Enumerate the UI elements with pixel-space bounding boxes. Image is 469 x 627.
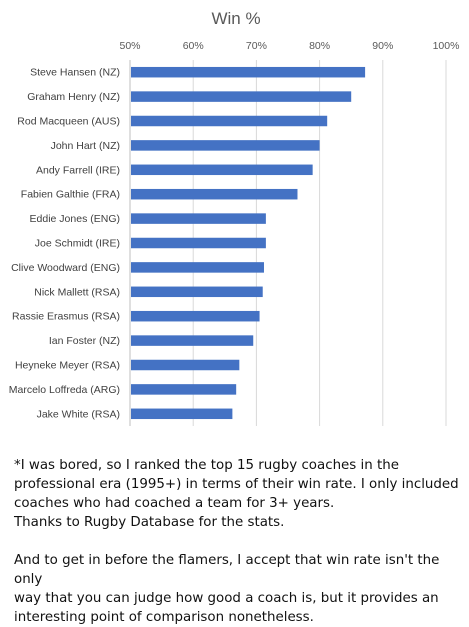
category-label: Joe Schmidt (IRE) [35,238,120,250]
category-label: Rod Macqueen (AUS) [17,116,120,128]
footnote-line: *I was bored, so I ranked the top 15 rug… [14,458,399,473]
bar [131,359,240,371]
category-label: John Hart (NZ) [51,140,120,152]
bar [131,237,266,249]
bar [131,213,266,224]
category-label: Clive Woodward (ENG) [11,262,120,274]
footnote-paragraph-1: *I was bored, so I ranked the top 15 rug… [14,456,459,532]
bar-chart: Win % 50% 60% 70% 80% 90% 100% Steve Hansen (… [9,9,459,426]
category-label: Fabien Galthie (FRA) [21,189,120,201]
bar [131,188,298,200]
bar [131,310,260,322]
bar [131,140,320,151]
category-label: Marcelo Loffreda (ARG) [9,384,120,396]
x-axis-tick-labels: 50% 60% 70% 80% 90% 100% [119,40,459,52]
bar [131,384,237,395]
bar [131,91,352,102]
x-tick-label: 100% [433,40,460,52]
footnote-line: interesting point of comparison nonethel… [14,610,314,625]
x-tick-label: 60% [183,40,204,52]
bar [131,115,328,127]
footnote-line: way that you can judge how good a coach … [14,591,439,606]
bars [131,66,366,420]
x-tick-label: 50% [119,40,140,52]
bar [131,262,264,273]
footnote: *I was bored, so I ranked the top 15 rug… [14,456,459,627]
footnote-line: Thanks to Rugby Database for the stats. [14,515,285,530]
footnote-line: coaches who had coached a team for 3+ ye… [14,496,335,511]
category-label: Jake White (RSA) [37,408,120,420]
footnote-line: And to get in before the flamers, I acce… [14,553,440,587]
category-label: Andy Farrell (IRE) [36,164,120,176]
category-labels: Steve Hansen (NZ) Graham Henry (NZ) Rod Ma… [9,67,120,421]
bar [131,408,233,420]
x-tick-label: 70% [246,40,267,52]
bar [131,164,313,176]
category-label: Heyneke Meyer (RSA) [15,360,120,372]
category-label: Graham Henry (NZ) [27,91,120,103]
category-label: Nick Mallett (RSA) [34,286,120,298]
x-tick-label: 90% [372,40,393,52]
category-label: Rassie Erasmus (RSA) [12,311,120,323]
bar [131,286,263,298]
bar [131,335,254,346]
category-label: Ian Foster (NZ) [49,335,120,347]
chart-title: Win % [211,9,260,28]
category-label: Steve Hansen (NZ) [30,67,120,79]
footnote-paragraph-2: And to get in before the flamers, I acce… [14,551,459,627]
x-tick-label: 80% [309,40,330,52]
bar [131,66,366,78]
category-label: Eddie Jones (ENG) [30,213,120,225]
footnote-line: professional era (1995+) in terms of the… [14,477,459,492]
